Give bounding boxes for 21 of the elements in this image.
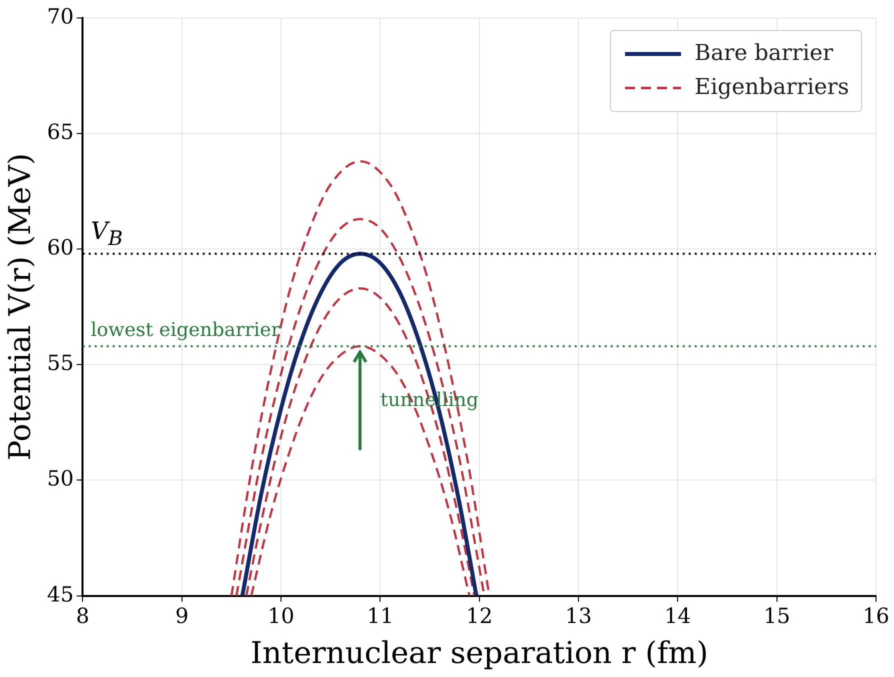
x-tick-label: 14: [664, 604, 692, 628]
x-tick-label: 9: [175, 604, 189, 628]
y-tick-label: 45: [46, 582, 74, 606]
x-axis-title: Internuclear separation r (fm): [250, 636, 708, 671]
y-tick-label: 55: [46, 351, 74, 376]
y-tick-label: 50: [46, 466, 74, 491]
ref-line-label: V$_{B}$: [90, 216, 123, 250]
x-tick-label: 11: [366, 604, 394, 628]
y-tick-label: 70: [46, 4, 74, 28]
legend-label: Eigenbarriers: [694, 74, 849, 102]
x-tick-label: 12: [466, 604, 493, 628]
x-tick-label: 16: [862, 604, 890, 628]
y-tick-label: 60: [46, 236, 74, 260]
x-tick-label: 15: [763, 604, 790, 628]
x-tick-label: 13: [565, 604, 592, 628]
x-tick-label: 8: [76, 604, 90, 628]
y-axis-title: Potential V(r) (MeV): [2, 153, 38, 461]
y-tick-label: 65: [46, 120, 74, 144]
x-tick-label: 10: [268, 604, 294, 628]
ref-line-label: lowest eigenbarrier: [90, 319, 280, 342]
legend-label: Bare barrier: [694, 40, 834, 68]
